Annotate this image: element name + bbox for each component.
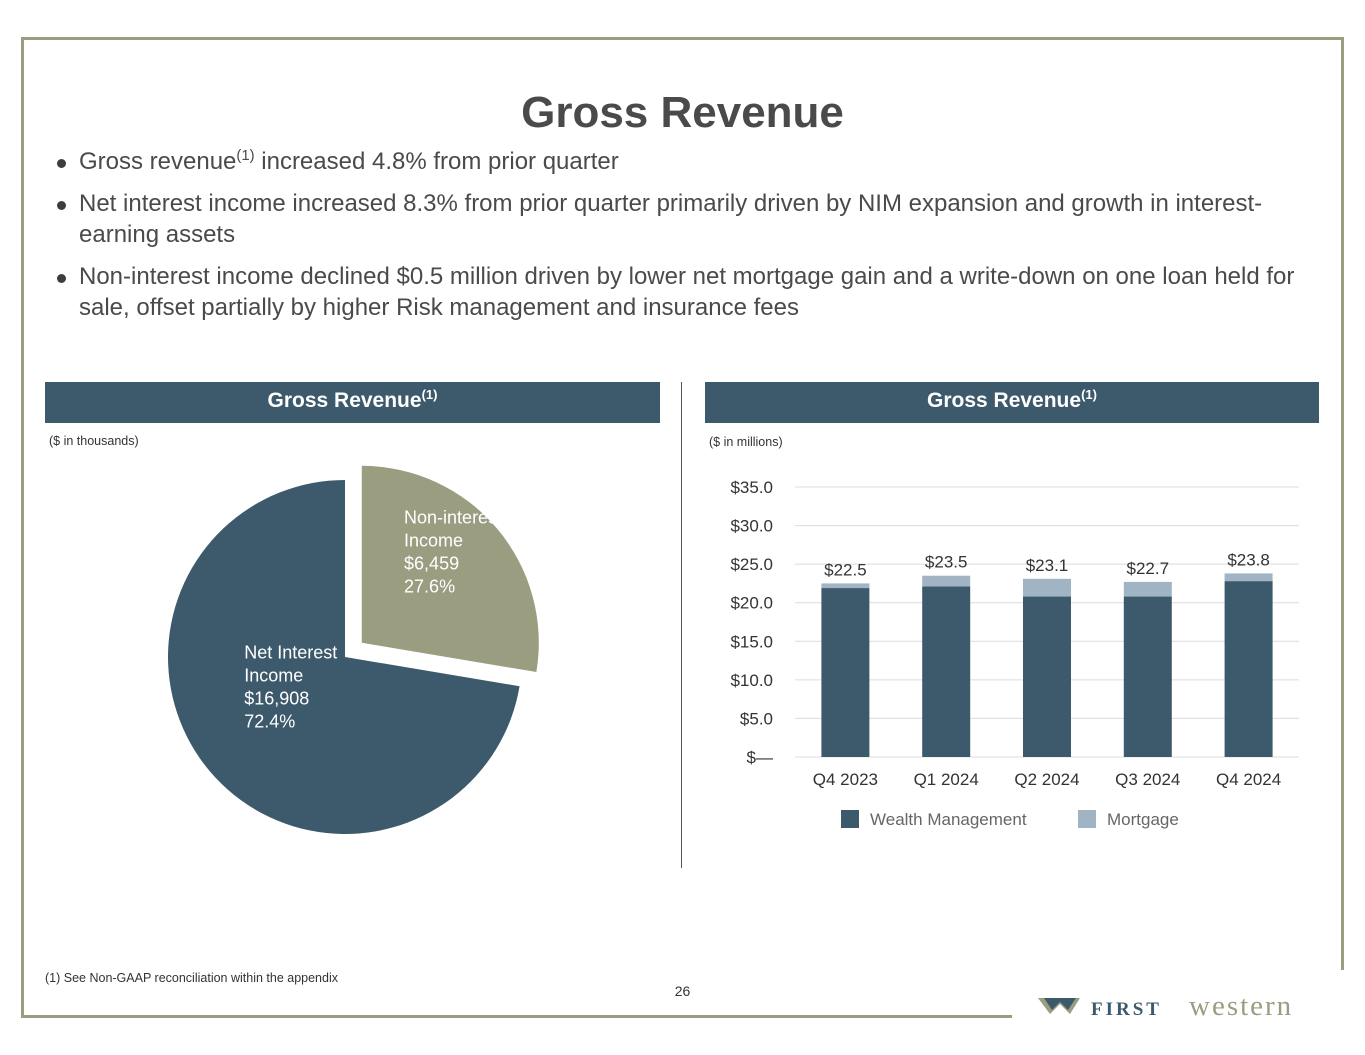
pie-label-percent: 72.4% [244, 711, 295, 731]
footnote: (1) See Non-GAAP reconciliation within t… [45, 971, 338, 985]
bar-mortgage [922, 575, 971, 587]
bullet-dot-icon [57, 274, 66, 283]
bar-wealth-management [1123, 596, 1172, 757]
legend-swatch [1078, 810, 1096, 828]
x-tick-label: Q4 2023 [813, 770, 878, 789]
logo-first-text: FIRST [1091, 999, 1162, 1020]
bar-wealth-management [1023, 596, 1071, 757]
frame-bottom-border [21, 1015, 1012, 1018]
y-tick-label: $30.0 [730, 517, 773, 536]
page-title: Gross Revenue [521, 88, 844, 137]
frame-right-border [1341, 37, 1344, 970]
pie-units-label: ($ in thousands) [49, 434, 139, 448]
legend-label: Wealth Management [870, 810, 1027, 829]
bar-mortgage [821, 583, 870, 589]
bar-total-label: $23.1 [1026, 556, 1069, 575]
bar-total-label: $23.8 [1227, 550, 1270, 569]
bar-total-label: $22.5 [824, 560, 867, 579]
pie-label-name: Net Interest [244, 642, 337, 662]
x-tick-label: Q3 2024 [1115, 770, 1180, 789]
frame-top-border [21, 37, 1344, 40]
bar-total-label: $23.5 [925, 553, 968, 572]
bar-mortgage [1224, 573, 1273, 582]
y-tick-label: $— [747, 748, 773, 767]
bullet-item: Non-interest income declined $0.5 millio… [55, 261, 1305, 323]
pie-chart: Non-interest Income $6,459 27.6% Net Interes… [167, 465, 539, 834]
logo-mark-icon [1038, 998, 1080, 1014]
bar-units-label: ($ in millions) [709, 435, 783, 449]
bar-mortgage [1123, 581, 1172, 597]
frame-left-border [21, 37, 24, 1018]
pie-panel-header: Gross Revenue(1) [45, 382, 660, 423]
bar-chart: $— $5.0 $10.0 $15.0 $20.0 $25.0 $30.0 $35.0 $22.… [730, 478, 1299, 829]
bullet-item: Gross revenue(1) increased 4.8% from pri… [55, 146, 1305, 177]
bullet-dot-icon [57, 201, 66, 210]
bar-wealth-management [922, 586, 971, 757]
pie-label-name: Income [404, 530, 463, 550]
legend-label: Mortgage [1107, 810, 1179, 829]
pie-slice [167, 480, 520, 834]
bar-wealth-management [1224, 581, 1273, 757]
bar-panel-header: Gross Revenue(1) [705, 382, 1319, 423]
first-western-logo: FIRST western [1038, 990, 1293, 1022]
pie-slice [361, 465, 539, 673]
pie-label-name: Non-interest [404, 507, 502, 527]
page-number: 26 [674, 983, 691, 999]
x-tick-label: Q2 2024 [1014, 770, 1079, 789]
y-tick-label: $10.0 [730, 671, 773, 690]
y-tick-label: $25.0 [730, 555, 773, 574]
x-tick-label: Q4 2024 [1216, 770, 1281, 789]
y-tick-label: $35.0 [730, 478, 773, 497]
pie-label-value: $16,908 [244, 688, 309, 708]
y-tick-label: $20.0 [730, 594, 773, 613]
pie-label-percent: 27.6% [404, 576, 455, 596]
x-tick-label: Q1 2024 [914, 770, 979, 789]
bar-total-label: $22.7 [1127, 559, 1170, 578]
bar-wealth-management [821, 588, 870, 757]
pie-label-value: $6,459 [404, 553, 459, 573]
bar-mortgage [1023, 578, 1071, 597]
y-tick-label: $5.0 [740, 709, 773, 728]
y-tick-label: $15.0 [730, 632, 773, 651]
bullet-dot-icon [57, 159, 66, 168]
panel-divider [681, 382, 682, 868]
pie-label-name: Income [244, 665, 303, 685]
logo-western-text: western [1189, 990, 1293, 1022]
bullet-list: Gross revenue(1) increased 4.8% from pri… [55, 146, 1305, 334]
legend-swatch [841, 810, 859, 828]
bullet-item: Net interest income increased 8.3% from … [55, 188, 1305, 250]
